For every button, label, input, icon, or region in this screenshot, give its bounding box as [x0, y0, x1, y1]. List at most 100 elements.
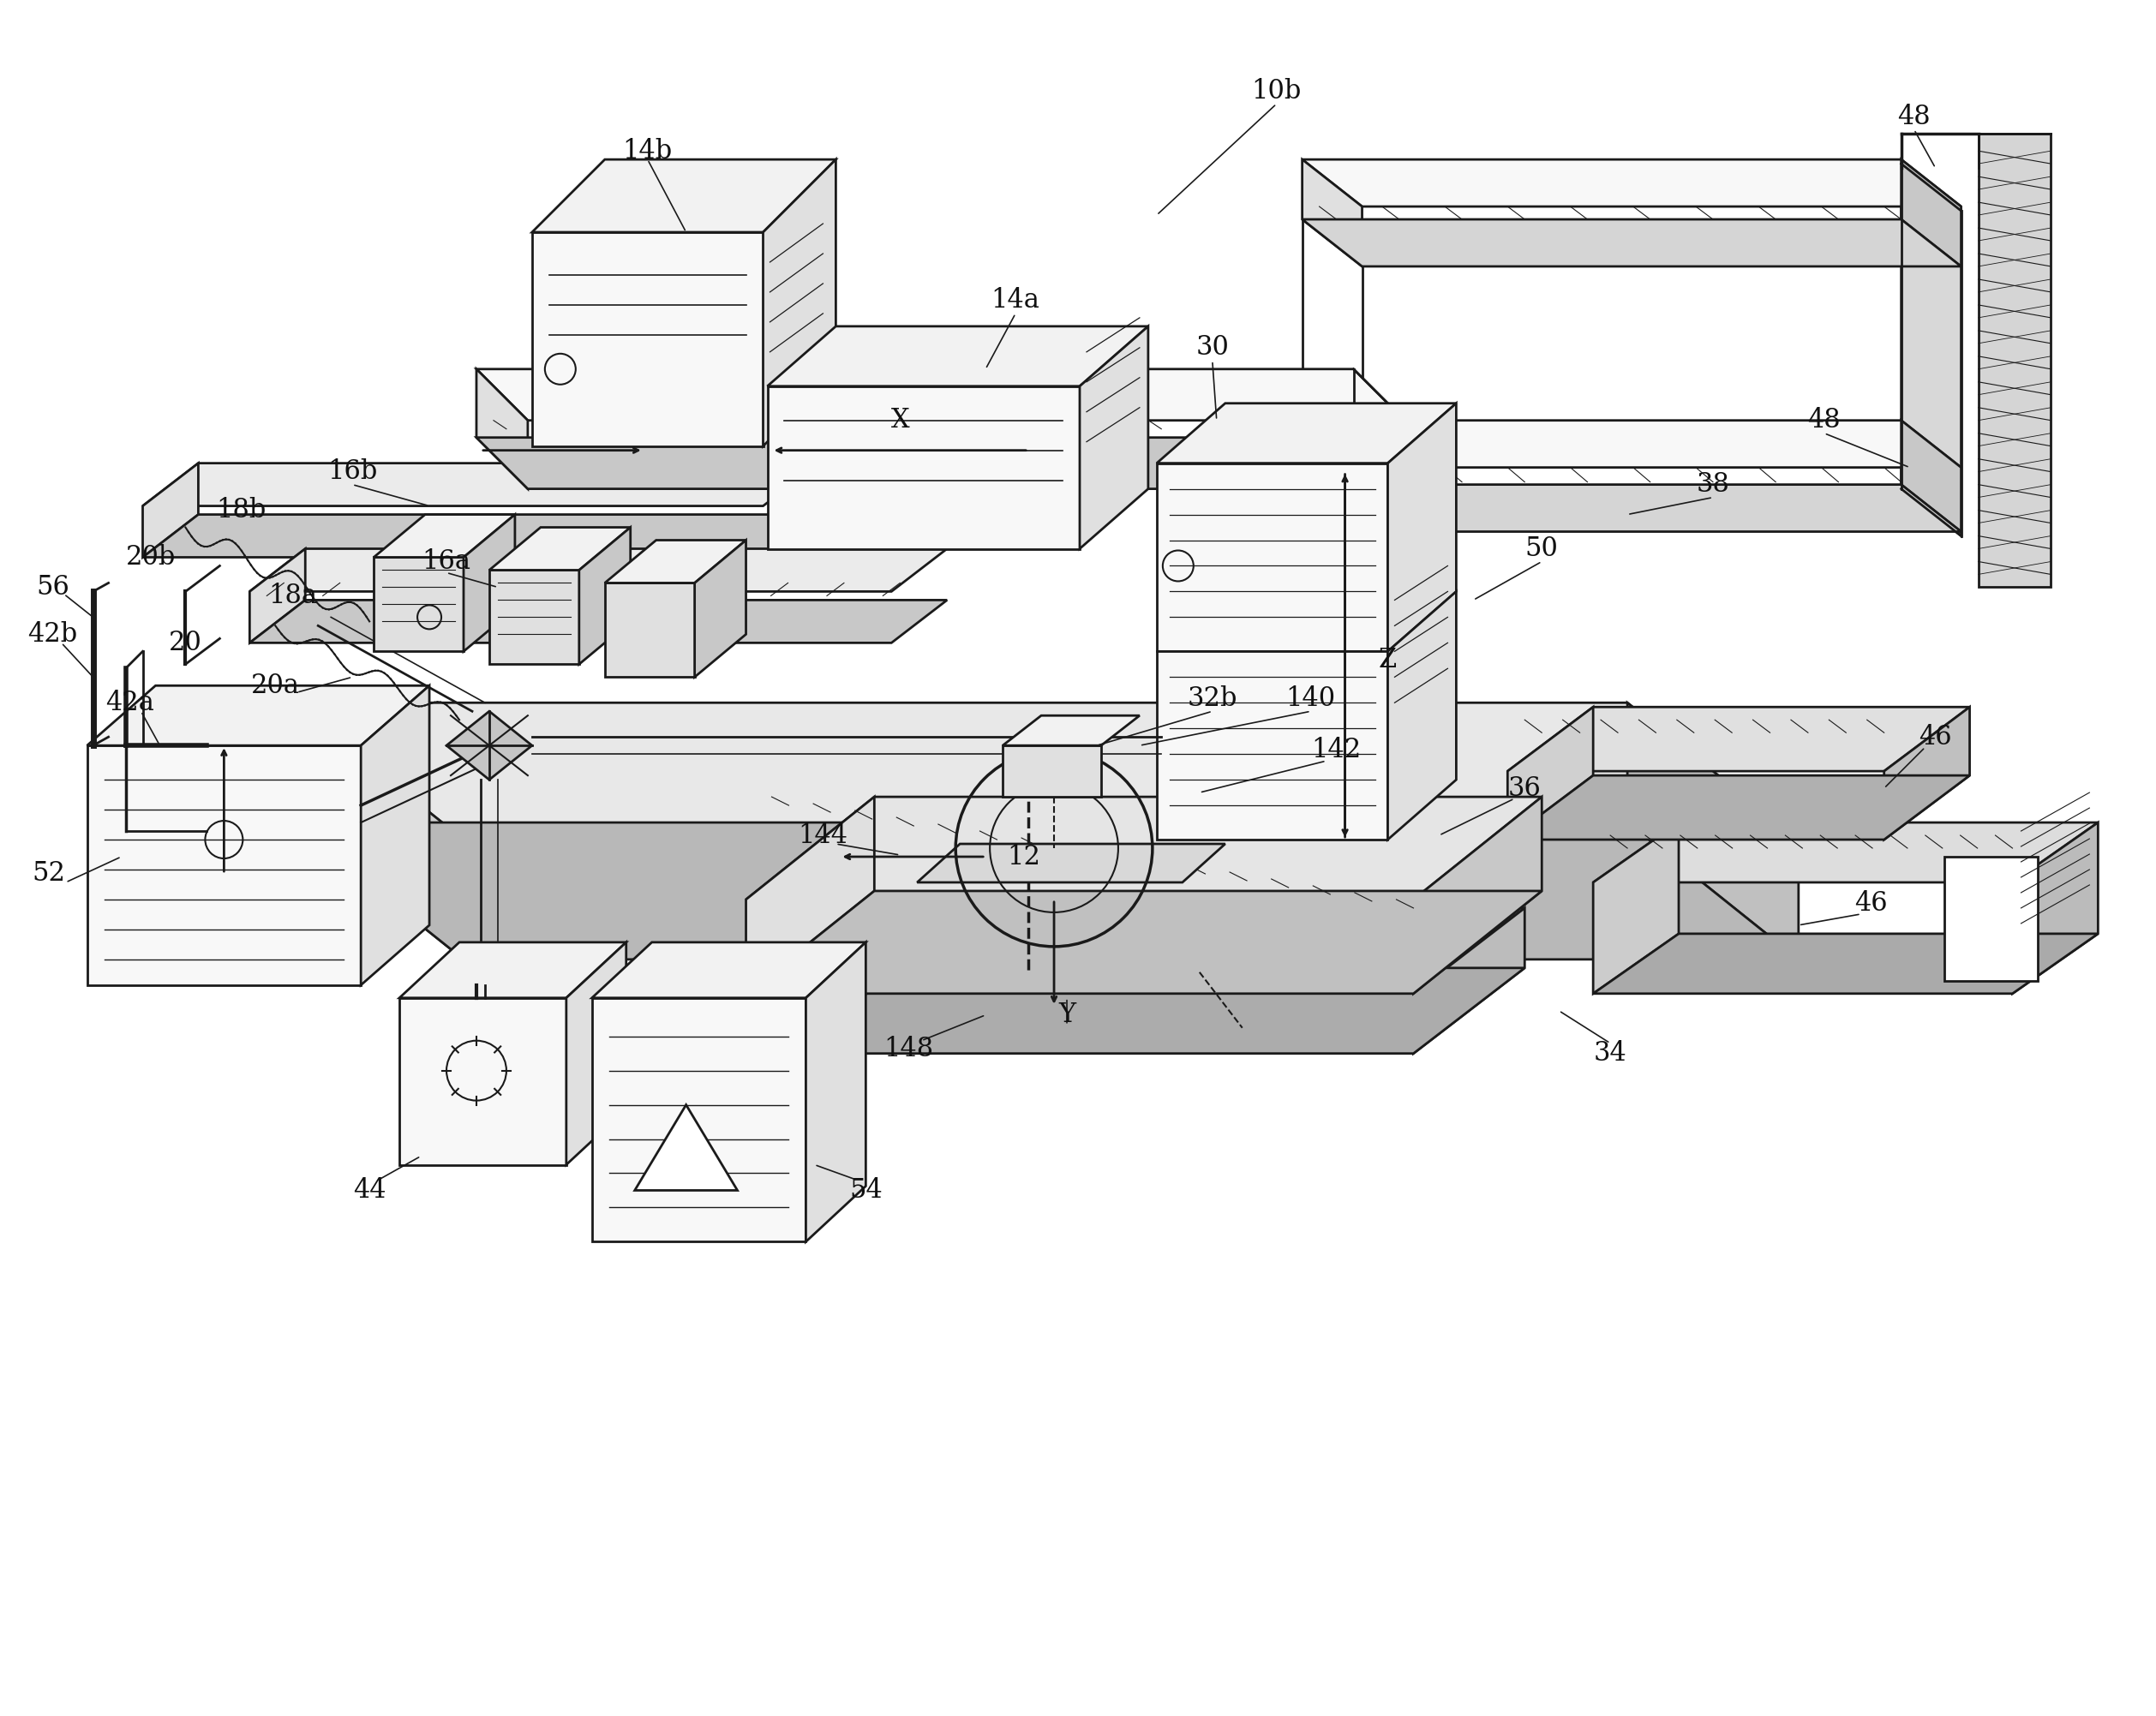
Polygon shape [464, 515, 515, 652]
Polygon shape [580, 527, 630, 664]
Text: 16b: 16b [328, 458, 377, 486]
Polygon shape [1593, 934, 2098, 994]
Text: 14b: 14b [623, 137, 673, 165]
Text: 148: 148 [884, 1036, 934, 1062]
Text: 140: 140 [1285, 685, 1337, 712]
Polygon shape [606, 583, 694, 678]
Text: 48: 48 [1897, 103, 1930, 130]
Polygon shape [1979, 134, 2050, 587]
Polygon shape [1080, 326, 1149, 549]
Polygon shape [86, 686, 429, 745]
Polygon shape [806, 942, 867, 1242]
Text: 50: 50 [1524, 535, 1559, 563]
Polygon shape [1388, 403, 1455, 652]
Text: 20b: 20b [127, 544, 177, 570]
Text: 10b: 10b [1250, 77, 1302, 105]
Text: 36: 36 [1507, 776, 1542, 801]
Polygon shape [768, 386, 1080, 549]
Polygon shape [2012, 822, 2098, 994]
Text: 20: 20 [168, 630, 203, 656]
Polygon shape [399, 999, 567, 1165]
Polygon shape [746, 796, 1542, 899]
Text: 38: 38 [1697, 472, 1729, 498]
Polygon shape [606, 541, 746, 583]
Polygon shape [1302, 160, 1962, 206]
Polygon shape [142, 515, 819, 558]
Polygon shape [250, 549, 306, 644]
Polygon shape [789, 968, 1524, 1054]
Polygon shape [86, 745, 360, 985]
Polygon shape [399, 942, 625, 999]
Polygon shape [1902, 163, 1962, 535]
Text: 14a: 14a [992, 287, 1039, 314]
Text: 44: 44 [354, 1177, 386, 1203]
Polygon shape [1414, 908, 1524, 1054]
Polygon shape [1003, 745, 1102, 796]
Polygon shape [1507, 707, 1971, 770]
Text: 142: 142 [1311, 736, 1360, 764]
Polygon shape [1507, 707, 1593, 839]
Text: 20a: 20a [250, 673, 300, 698]
Polygon shape [593, 942, 867, 999]
Polygon shape [1158, 403, 1455, 463]
Polygon shape [476, 369, 1406, 420]
Polygon shape [1302, 420, 1962, 467]
Text: 54: 54 [849, 1177, 882, 1203]
Text: 34: 34 [1593, 1040, 1628, 1067]
Polygon shape [1302, 220, 1962, 266]
Polygon shape [1302, 484, 1962, 532]
Polygon shape [476, 369, 528, 489]
Polygon shape [1902, 420, 1962, 532]
Polygon shape [1507, 776, 1971, 839]
Polygon shape [446, 710, 533, 779]
Polygon shape [1414, 796, 1542, 994]
Polygon shape [763, 160, 837, 446]
Text: 48: 48 [1807, 407, 1841, 434]
Polygon shape [916, 844, 1225, 882]
Polygon shape [533, 160, 837, 232]
Text: 30: 30 [1197, 335, 1229, 360]
Text: 18b: 18b [216, 498, 265, 523]
Polygon shape [1388, 592, 1455, 839]
Polygon shape [694, 541, 746, 678]
Text: 32b: 32b [1188, 685, 1238, 712]
Polygon shape [293, 704, 464, 959]
Polygon shape [1902, 160, 1962, 266]
Polygon shape [1884, 707, 1971, 839]
Polygon shape [1628, 704, 1798, 959]
Polygon shape [142, 463, 198, 558]
Text: 16a: 16a [423, 549, 470, 575]
Polygon shape [293, 822, 1798, 959]
Polygon shape [250, 601, 946, 644]
Polygon shape [533, 232, 763, 446]
Polygon shape [360, 686, 429, 985]
Polygon shape [768, 326, 1149, 386]
Text: 52: 52 [32, 860, 65, 887]
Polygon shape [789, 908, 899, 1054]
Polygon shape [1302, 420, 1363, 532]
Polygon shape [1945, 856, 2037, 982]
Polygon shape [746, 891, 1542, 994]
Text: Z: Z [1378, 647, 1397, 673]
Text: 18a: 18a [267, 582, 317, 609]
Polygon shape [1593, 822, 1680, 994]
Polygon shape [142, 463, 819, 506]
Polygon shape [1003, 716, 1141, 745]
Polygon shape [1593, 822, 2098, 882]
Text: 46: 46 [1854, 891, 1889, 916]
Text: 42b: 42b [28, 621, 78, 647]
Polygon shape [250, 549, 946, 592]
Polygon shape [593, 999, 806, 1242]
Polygon shape [1158, 652, 1388, 839]
Polygon shape [489, 527, 630, 570]
Polygon shape [293, 704, 1798, 839]
Polygon shape [373, 558, 464, 652]
Polygon shape [789, 908, 1524, 994]
Text: Y: Y [1059, 1002, 1076, 1028]
Text: 12: 12 [1007, 844, 1041, 870]
Polygon shape [476, 438, 1406, 489]
Text: 56: 56 [37, 573, 69, 601]
Polygon shape [489, 570, 580, 664]
Text: 42a: 42a [106, 690, 155, 716]
Polygon shape [567, 942, 625, 1165]
